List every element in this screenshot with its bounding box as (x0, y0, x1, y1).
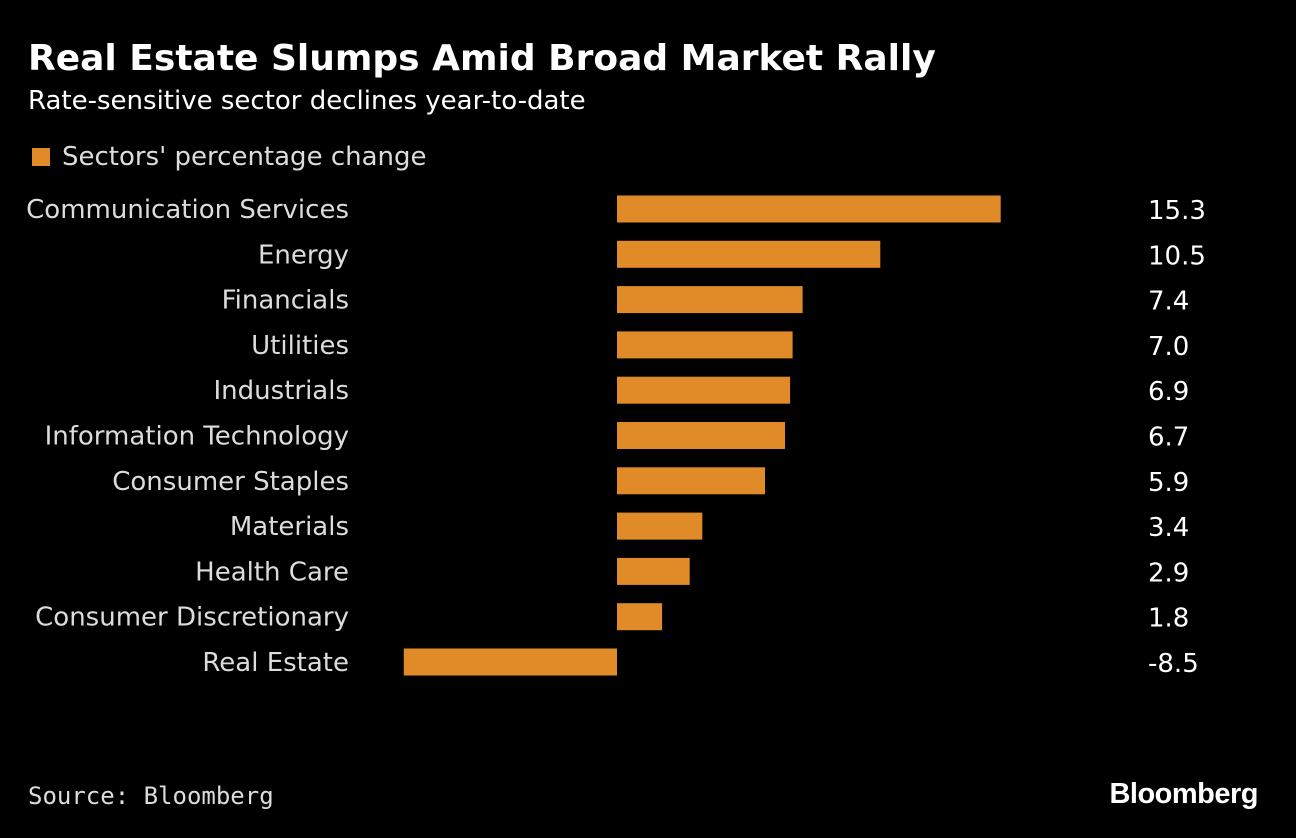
legend-swatch (32, 148, 50, 166)
category-label: Information Technology (45, 422, 349, 452)
value-label: 7.0 (1148, 332, 1189, 362)
bar (617, 195, 1001, 223)
category-label: Health Care (195, 557, 349, 587)
value-label: -8.5 (1148, 649, 1199, 679)
category-label: Financials (222, 286, 349, 316)
value-label: 2.9 (1148, 558, 1189, 588)
category-label: Energy (258, 240, 349, 270)
category-label: Consumer Discretionary (35, 603, 349, 633)
bar (617, 603, 663, 631)
value-label: 7.4 (1148, 287, 1189, 317)
value-label: 1.8 (1148, 604, 1189, 634)
chart-title: Real Estate Slumps Amid Broad Market Ral… (28, 38, 936, 79)
category-label: Materials (230, 512, 349, 542)
bar (617, 331, 793, 359)
category-label: Utilities (251, 331, 349, 361)
value-label: 6.7 (1148, 423, 1189, 453)
legend-label: Sectors' percentage change (62, 142, 427, 172)
bar (403, 648, 617, 676)
value-label: 6.9 (1148, 377, 1189, 407)
bar (617, 286, 803, 314)
legend: Sectors' percentage change (32, 142, 427, 172)
value-label: 10.5 (1148, 241, 1206, 271)
bar (617, 467, 765, 495)
bloomberg-logo: Bloomberg (1109, 778, 1258, 810)
bar (617, 422, 785, 449)
value-label: 15.3 (1148, 196, 1206, 226)
bar (617, 512, 703, 540)
value-label: 5.9 (1148, 468, 1189, 498)
source-note: Source: Bloomberg (28, 782, 274, 810)
bar (617, 240, 881, 268)
chart-subtitle: Rate-sensitive sector declines year-to-d… (28, 86, 586, 116)
bar (617, 376, 791, 404)
bar (617, 557, 690, 585)
category-label: Real Estate (202, 648, 349, 678)
category-label: Communication Services (26, 195, 349, 225)
category-label: Consumer Staples (112, 467, 349, 497)
category-label: Industrials (214, 376, 349, 406)
value-label: 3.4 (1148, 513, 1189, 543)
